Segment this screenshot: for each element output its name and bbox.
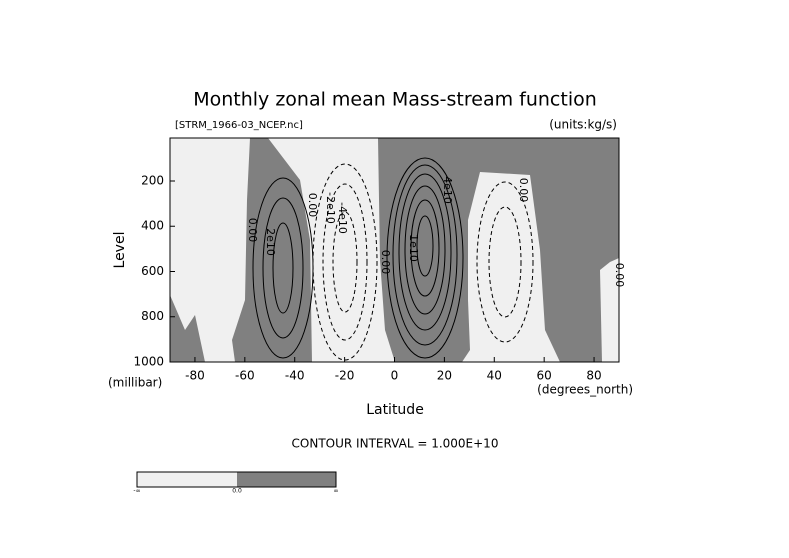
- contour-label: 0.00: [246, 218, 259, 243]
- y-tick-label: 400: [141, 219, 164, 233]
- colorbar-label: -∞: [133, 488, 140, 495]
- colorbar-label: ∞: [334, 488, 339, 495]
- x-tick-label: 40: [487, 369, 502, 383]
- x-tick-label: -80: [185, 369, 205, 383]
- x-tick-label: 60: [537, 369, 552, 383]
- x-tick-label: 0: [391, 369, 399, 383]
- dark-region: [232, 138, 312, 362]
- colorbar-label: 0.0: [232, 488, 242, 495]
- x-tick-label: 80: [586, 369, 601, 383]
- chart-title: Monthly zonal mean Mass-stream function: [193, 89, 597, 111]
- contour-label: -4e10: [336, 202, 349, 234]
- colorbar-segment: [237, 472, 336, 487]
- y-unit: (millibar): [108, 376, 162, 390]
- y-axis-label: Level: [112, 232, 128, 269]
- y-tick-label: 200: [141, 173, 164, 187]
- colorbar-segment: [137, 472, 237, 487]
- x-tick-label: -40: [285, 369, 305, 383]
- plot-area: [169, 137, 620, 363]
- y-tick-label: 1000: [133, 355, 164, 369]
- x-axis-label: Latitude: [366, 402, 424, 418]
- contour-label: 1e10: [407, 234, 420, 262]
- x-tick-label: -60: [235, 369, 255, 383]
- dark-region: [170, 295, 205, 362]
- dark-region: [378, 138, 619, 362]
- x-unit: (degrees_north): [537, 383, 633, 397]
- contour-label: 0.00: [306, 193, 319, 218]
- contour-label: -2e10: [324, 192, 337, 224]
- colorbar: -∞ 0.0 ∞: [133, 471, 339, 495]
- y-tick-label: 600: [141, 264, 164, 278]
- units: (units:kg/s): [549, 118, 617, 132]
- contour-interval: CONTOUR INTERVAL = 1.000E+10: [292, 437, 499, 451]
- contour-label: 2e10: [264, 228, 277, 256]
- contour-label: 0.00: [379, 250, 392, 275]
- contour-label: 0.00: [613, 263, 626, 288]
- y-tick-label: 800: [141, 309, 164, 323]
- x-tick-label: 20: [437, 369, 452, 383]
- contour-label: 0.00: [517, 178, 530, 203]
- colorbar-frame: [136, 471, 337, 488]
- light-region: [600, 258, 619, 362]
- x-tick-label: -20: [335, 369, 355, 383]
- contour-label: 4e10: [441, 176, 454, 204]
- subtitle: [STRM_1966-03_NCEP.nc]: [175, 120, 303, 131]
